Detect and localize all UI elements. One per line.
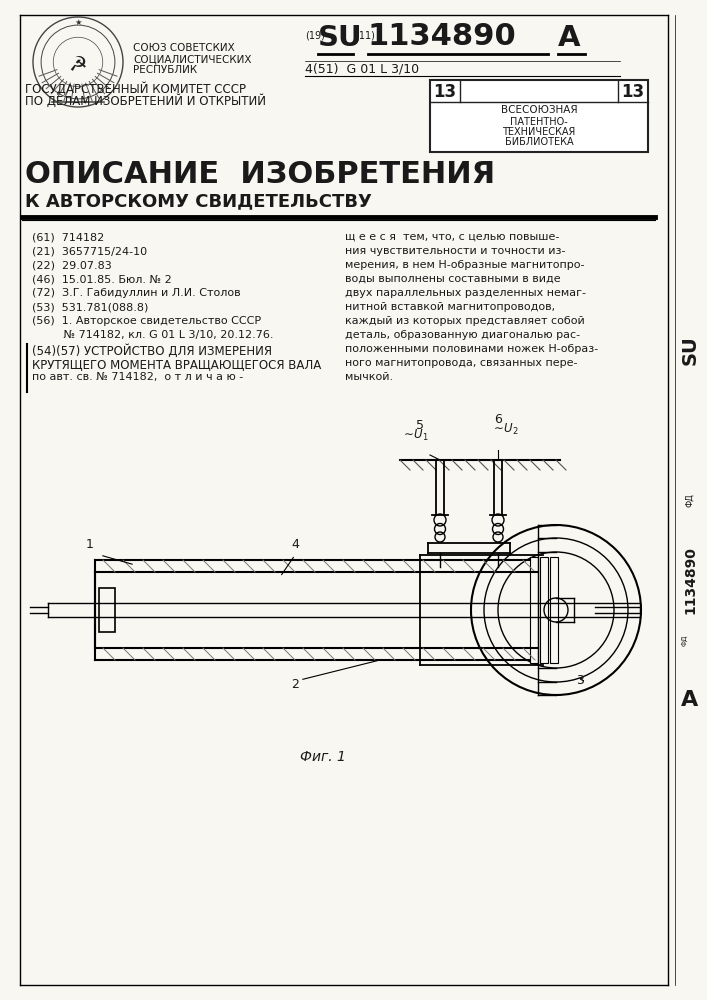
Text: щ е е с я  тем, что, с целью повыше-: щ е е с я тем, что, с целью повыше- — [345, 232, 559, 242]
Bar — [540, 557, 548, 663]
Text: (61)  714182: (61) 714182 — [32, 232, 104, 242]
Text: БИБЛИОТЕКА: БИБЛИОТЕКА — [505, 137, 573, 147]
Text: SU: SU — [681, 335, 699, 365]
Text: мычкой.: мычкой. — [345, 372, 393, 382]
Text: положенными половинами ножек Н-образ-: положенными половинами ножек Н-образ- — [345, 344, 598, 354]
Text: ОПИСАНИЕ  ИЗОБРЕТЕНИЯ: ОПИСАНИЕ ИЗОБРЕТЕНИЯ — [25, 160, 495, 189]
Text: К АВТОРСКОМУ СВИДЕТЕЛЬСТВУ: К АВТОРСКОМУ СВИДЕТЕЛЬСТВУ — [25, 192, 372, 210]
Text: № 714182, кл. G 01 L 3/10, 20.12.76.: № 714182, кл. G 01 L 3/10, 20.12.76. — [32, 330, 274, 340]
Text: ГОСУДАРСТВЕННЫЙ КОМИТЕТ СССР: ГОСУДАРСТВЕННЫЙ КОМИТЕТ СССР — [25, 82, 246, 96]
Text: ТЕХНИЧЕСКАЯ: ТЕХНИЧЕСКАЯ — [503, 127, 575, 137]
Text: (54)(57) УСТРОЙСТВО ДЛЯ ИЗМЕРЕНИЯ: (54)(57) УСТРОЙСТВО ДЛЯ ИЗМЕРЕНИЯ — [32, 344, 272, 358]
Text: ВСЕСОЮЗНАЯ: ВСЕСОЮЗНАЯ — [501, 105, 578, 115]
Text: деталь, образованную диагональю рас-: деталь, образованную диагональю рас- — [345, 330, 580, 340]
Text: $\sim\!U_2$: $\sim\!U_2$ — [491, 422, 519, 437]
Bar — [99, 588, 115, 632]
Bar — [530, 557, 538, 663]
Text: воды выполнены составными в виде: воды выполнены составными в виде — [345, 274, 561, 284]
Text: нитной вставкой магнитопроводов,: нитной вставкой магнитопроводов, — [345, 302, 555, 312]
Text: СОЮЗ СОВЕТСКИХ: СОЮЗ СОВЕТСКИХ — [133, 43, 235, 53]
Bar — [550, 557, 558, 663]
Text: 4: 4 — [291, 538, 299, 552]
Text: 1: 1 — [86, 538, 94, 552]
Text: двух параллельных разделенных немаг-: двух параллельных разделенных немаг- — [345, 288, 586, 298]
Text: КРУТЯЩЕГО МОМЕНТА ВРАЩАЮЩЕГОСЯ ВАЛА: КРУТЯЩЕГО МОМЕНТА ВРАЩАЮЩЕГОСЯ ВАЛА — [32, 358, 321, 371]
Text: (46)  15.01.85. Бюл. № 2: (46) 15.01.85. Бюл. № 2 — [32, 274, 172, 284]
Text: каждый из которых представляет собой: каждый из которых представляет собой — [345, 316, 585, 326]
Text: РЕСПУБЛИК: РЕСПУБЛИК — [133, 65, 197, 75]
Text: 4(51)  G 01 L 3/10: 4(51) G 01 L 3/10 — [305, 62, 419, 75]
Text: A: A — [682, 690, 699, 710]
Text: Фиг. 1: Фиг. 1 — [300, 750, 346, 764]
Text: (56)  1. Авторское свидетельство СССР: (56) 1. Авторское свидетельство СССР — [32, 316, 261, 326]
Text: ФД: ФД — [682, 634, 688, 646]
Text: 1134890: 1134890 — [683, 546, 697, 614]
Text: 6: 6 — [494, 413, 502, 426]
Text: ФД: ФД — [686, 493, 694, 507]
Text: (53)  531.781(088.8): (53) 531.781(088.8) — [32, 302, 148, 312]
Text: 3: 3 — [576, 674, 584, 686]
Text: SU: SU — [318, 24, 363, 52]
Text: $\sim\!U_1$: $\sim\!U_1$ — [401, 428, 429, 443]
Text: (72)  З.Г. Габидуллин и Л.И. Столов: (72) З.Г. Габидуллин и Л.И. Столов — [32, 288, 240, 298]
Bar — [430, 80, 648, 152]
Text: 13: 13 — [621, 83, 645, 101]
Text: ★: ★ — [74, 18, 82, 27]
Text: (19): (19) — [305, 30, 325, 40]
Text: ☭: ☭ — [69, 54, 88, 74]
Text: 2: 2 — [291, 678, 299, 692]
Text: ПО ДЕЛАМ ИЗОБРЕТЕНИЙ И ОТКРЫТИЙ: ПО ДЕЛАМ ИЗОБРЕТЕНИЙ И ОТКРЫТИЙ — [25, 94, 266, 108]
Text: ПАТЕНТНО-: ПАТЕНТНО- — [510, 117, 568, 127]
Text: ного магнитопровода, связанных пере-: ного магнитопровода, связанных пере- — [345, 358, 578, 368]
Text: мерения, в нем Н-образные магнитопро-: мерения, в нем Н-образные магнитопро- — [345, 260, 585, 270]
Text: 13: 13 — [433, 83, 457, 101]
Text: по авт. св. № 714182,  о т л и ч а ю -: по авт. св. № 714182, о т л и ч а ю - — [32, 372, 243, 382]
Text: (21)  3657715/24-10: (21) 3657715/24-10 — [32, 246, 147, 256]
Text: ния чувствительности и точности из-: ния чувствительности и точности из- — [345, 246, 566, 256]
Text: 1134890: 1134890 — [368, 22, 517, 51]
Text: (22)  29.07.83: (22) 29.07.83 — [32, 260, 112, 270]
Text: (11): (11) — [355, 30, 375, 40]
Text: СОЦИАЛИСТИЧЕСКИХ: СОЦИАЛИСТИЧЕСКИХ — [133, 54, 252, 64]
Text: A: A — [558, 24, 580, 52]
Text: 5: 5 — [416, 419, 424, 432]
